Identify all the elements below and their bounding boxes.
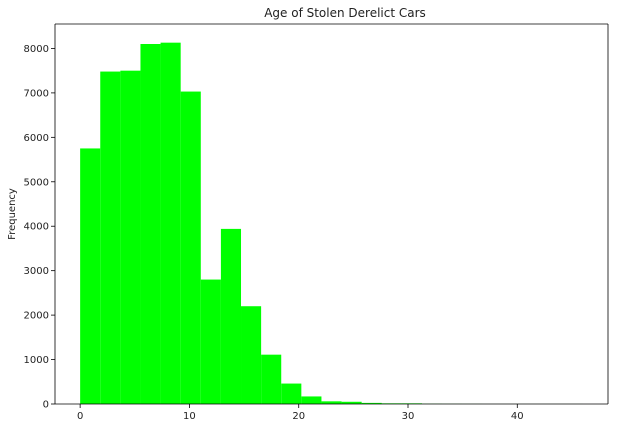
y-tick-label-0: 0 [43, 400, 49, 411]
chart-title: Age of Stolen Derelict Cars [264, 6, 426, 20]
histogram-bar-9 [261, 355, 281, 404]
y-tick-label-2000: 2000 [24, 311, 49, 322]
histogram-bar-1 [100, 72, 120, 404]
bars-layer [80, 43, 583, 404]
histogram-bar-2 [120, 71, 140, 404]
y-tick-label-6000: 6000 [24, 133, 49, 144]
histogram-bar-3 [140, 44, 160, 404]
histogram-bar-8 [241, 306, 261, 404]
histogram-bar-4 [161, 43, 181, 404]
y-tick-label-4000: 4000 [24, 222, 49, 233]
x-tick-label-10: 10 [183, 411, 196, 422]
x-tick-label-20: 20 [292, 411, 305, 422]
histogram-bar-12 [321, 401, 341, 404]
histogram-bar-7 [221, 229, 241, 404]
histogram-bar-5 [181, 92, 201, 404]
y-tick-label-7000: 7000 [24, 88, 49, 99]
histogram-bar-11 [301, 396, 321, 404]
histogram-bar-0 [80, 148, 100, 404]
histogram-bar-6 [201, 280, 221, 404]
y-tick-label-5000: 5000 [24, 177, 49, 188]
histogram-bar-10 [281, 384, 301, 404]
x-tick-label-30: 30 [402, 411, 415, 422]
y-tick-label-8000: 8000 [24, 44, 49, 55]
y-tick-label-3000: 3000 [24, 266, 49, 277]
x-tick-label-40: 40 [511, 411, 524, 422]
y-tick-label-1000: 1000 [24, 355, 49, 366]
x-tick-label-0: 0 [77, 411, 83, 422]
y-axis-title: Frequency [7, 188, 18, 240]
